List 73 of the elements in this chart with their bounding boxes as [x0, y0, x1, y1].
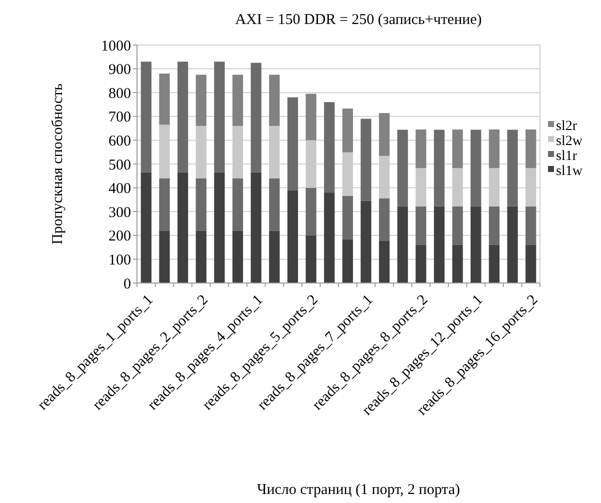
y-tick-label: 300 [108, 204, 131, 221]
chart-title: AXI = 150 DDR = 250 (запись+чтение) [235, 12, 482, 28]
y-axis-title: Пропускная способность [50, 83, 66, 244]
bar [360, 118, 372, 201]
bar [416, 206, 426, 245]
bar [416, 129, 426, 168]
bar [397, 206, 408, 283]
y-tick-label: 500 [108, 157, 131, 174]
bar [470, 206, 482, 283]
y-tick-label: 800 [108, 86, 131, 102]
bar [452, 244, 463, 283]
bar [196, 230, 206, 283]
bar [488, 206, 500, 245]
bar [250, 62, 262, 172]
bar [526, 244, 536, 283]
bar [324, 102, 335, 193]
bar [488, 129, 500, 168]
bar [452, 206, 463, 245]
legend-label: sl2w [556, 134, 584, 149]
bar [434, 206, 445, 283]
bar [159, 230, 170, 283]
bar [232, 230, 244, 283]
bar [232, 74, 244, 126]
bar [378, 198, 390, 241]
legend-label: sl1w [556, 164, 584, 179]
bar [269, 230, 280, 283]
bar [324, 192, 335, 283]
bar [378, 240, 390, 283]
bar [342, 239, 353, 283]
bar [360, 200, 372, 283]
y-tick-label: 1000 [101, 38, 131, 54]
bar [177, 62, 188, 172]
y-tick-label: 600 [108, 133, 131, 150]
y-tick-label: 900 [108, 62, 131, 78]
bar [232, 178, 244, 231]
bar [452, 129, 463, 168]
bar [306, 188, 316, 236]
bar [140, 62, 152, 172]
y-tick-label: 100 [108, 252, 131, 268]
bar [287, 190, 298, 283]
y-tick-label: 400 [108, 181, 131, 198]
bar [287, 97, 298, 190]
bar [507, 130, 518, 206]
y-tick-label: 200 [108, 228, 131, 245]
x-axis-title: Число страниц (1 порт, 2 порта) [256, 482, 460, 498]
bar [196, 178, 206, 231]
bar [159, 178, 170, 231]
bar [269, 178, 280, 231]
bar [214, 172, 225, 283]
bar [214, 62, 225, 172]
bar [397, 130, 408, 206]
bar [526, 206, 536, 245]
y-tick-label: 700 [108, 110, 131, 126]
bar [306, 235, 316, 283]
bar [177, 172, 188, 283]
bar [434, 130, 445, 206]
bar [507, 206, 518, 283]
bar [269, 74, 280, 126]
bar [470, 130, 482, 206]
bar [342, 108, 353, 152]
legend-label: sl1r [556, 148, 578, 164]
bar [526, 129, 536, 168]
bar [159, 74, 170, 125]
bar [196, 74, 206, 126]
bar [378, 113, 390, 156]
bar [416, 244, 426, 283]
bar [306, 94, 316, 140]
bar [140, 172, 152, 283]
legend-label: sl2r [556, 118, 578, 134]
bar [342, 196, 353, 240]
bar [488, 244, 500, 283]
bar [250, 172, 262, 283]
y-tick-label: 0 [124, 276, 131, 292]
